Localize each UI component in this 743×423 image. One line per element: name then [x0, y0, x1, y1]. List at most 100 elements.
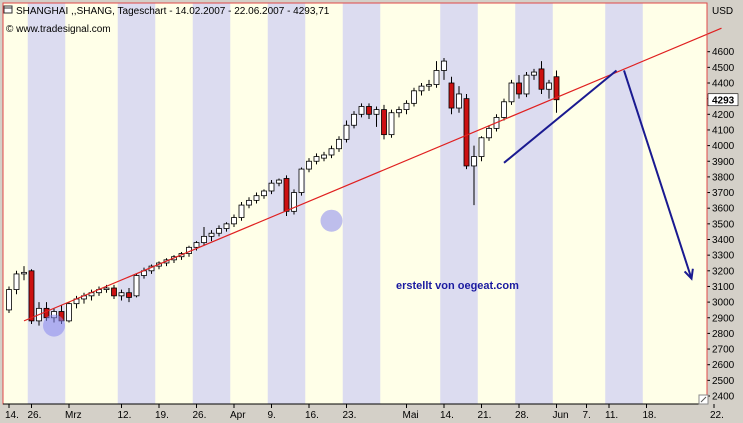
shaded-band [27, 3, 66, 404]
x-axis: 14. 26. Mrz 12. 19. 26. Apr 9. 16. 23. Mai 14. 21. 28… [3, 403, 724, 421]
y-tick-label: 3300 [712, 251, 735, 262]
shaded-band [605, 3, 643, 404]
y-tick-label: 2600 [712, 360, 735, 371]
x-tick-label: 18. [643, 410, 657, 421]
candle [388, 109, 395, 138]
y-tick-label: 3600 [712, 204, 735, 215]
x-tick-label: 28. [515, 410, 529, 421]
y-tick-label: 3900 [712, 157, 735, 168]
candle-body-up [223, 223, 230, 229]
y-tick-label: 3800 [712, 172, 735, 183]
y-tick-label: 2800 [712, 329, 735, 340]
candle-body-up [546, 82, 552, 90]
candle-body-up [441, 60, 447, 71]
candle-body-up [193, 242, 200, 248]
candle [6, 286, 12, 314]
chart-title: SHANGHAI ,,SHANG, Tageschart - 14.02.200… [16, 6, 330, 17]
candle-body-up [426, 84, 432, 87]
candle-body-down [516, 82, 522, 95]
candle-body-up [133, 275, 140, 297]
candle-body-up [508, 82, 515, 103]
shaded-band [342, 3, 381, 404]
candle [358, 103, 365, 118]
x-tick-label: 19. [155, 410, 169, 421]
candle [336, 136, 342, 152]
candle [366, 103, 372, 119]
y-tick-label: 3400 [712, 235, 735, 246]
candle [216, 225, 222, 237]
y-axis: 2400 2500 2600 2700 2800 2900 3000 3100 3200 3300… [706, 3, 735, 404]
candle [328, 145, 335, 159]
candle [373, 106, 380, 127]
y-tick-label: 3700 [712, 188, 735, 199]
y-tick-label: 2400 [712, 392, 735, 403]
x-tick-label: 23. [343, 410, 357, 421]
x-tick-label: 7. [583, 410, 591, 421]
candle-body-up [336, 138, 342, 150]
candle-body-up [261, 190, 267, 197]
candle [531, 68, 537, 80]
candle [298, 167, 305, 196]
candle-body-down [111, 287, 117, 297]
candle-body-down [463, 98, 470, 167]
last-value-tag [707, 93, 739, 107]
candle [546, 79, 552, 99]
shaded-band [117, 3, 156, 404]
candle [441, 57, 447, 80]
shaded-band [192, 3, 231, 404]
candle [411, 87, 417, 107]
candle-body-up [268, 182, 275, 192]
candle [471, 145, 477, 206]
candle [396, 106, 402, 118]
x-tick-label: Mai [403, 410, 419, 421]
candle-body-up [276, 179, 282, 184]
y-tick-label: 3100 [712, 282, 735, 293]
candle-body-up [418, 85, 425, 92]
candle [223, 222, 230, 232]
forecast-arrow-head [683, 268, 694, 281]
candle-body-up [531, 71, 537, 76]
candle-body-down [381, 109, 387, 136]
candle [126, 288, 132, 303]
candle-body-up [201, 235, 207, 244]
weekly-bands [27, 3, 643, 404]
candle [291, 189, 297, 215]
candle-body-up [246, 199, 252, 206]
candle-body-up [231, 217, 237, 225]
candle [21, 266, 27, 281]
candle [351, 111, 357, 129]
candle-body-up [253, 195, 260, 201]
candle-body-up [298, 168, 305, 193]
candle [553, 70, 560, 113]
y-tick-label: 2900 [712, 313, 735, 324]
x-tick-label: 16. [305, 410, 319, 421]
candle-body-up [351, 113, 357, 126]
y-tick-label: 4000 [712, 141, 735, 152]
resize-grip-icon[interactable] [698, 394, 709, 405]
candle [66, 302, 72, 323]
candle [343, 120, 350, 143]
candle-body-down [126, 292, 132, 298]
candle [231, 214, 237, 227]
candle [238, 201, 245, 221]
candle-body-up [358, 106, 365, 115]
chart-window-icon[interactable] [3, 5, 13, 14]
x-tick-label: 12. [118, 410, 132, 421]
candle [208, 230, 215, 242]
candle-body-up [6, 289, 12, 311]
x-tick-label: 14. [5, 410, 19, 421]
candle-body-up [456, 93, 462, 109]
forecast-arrow-line [623, 70, 693, 279]
y-tick-label: 2700 [712, 345, 735, 356]
candle [268, 180, 275, 195]
candle-body-up [313, 156, 320, 162]
candle [321, 151, 327, 162]
candle-body-up [403, 102, 410, 111]
candle [538, 61, 545, 94]
candle [456, 86, 462, 113]
candle [276, 178, 282, 187]
candle [253, 192, 260, 204]
candlestick-series [6, 57, 560, 326]
candle-body-up [216, 228, 222, 234]
y-tick-label: 2500 [712, 376, 735, 387]
